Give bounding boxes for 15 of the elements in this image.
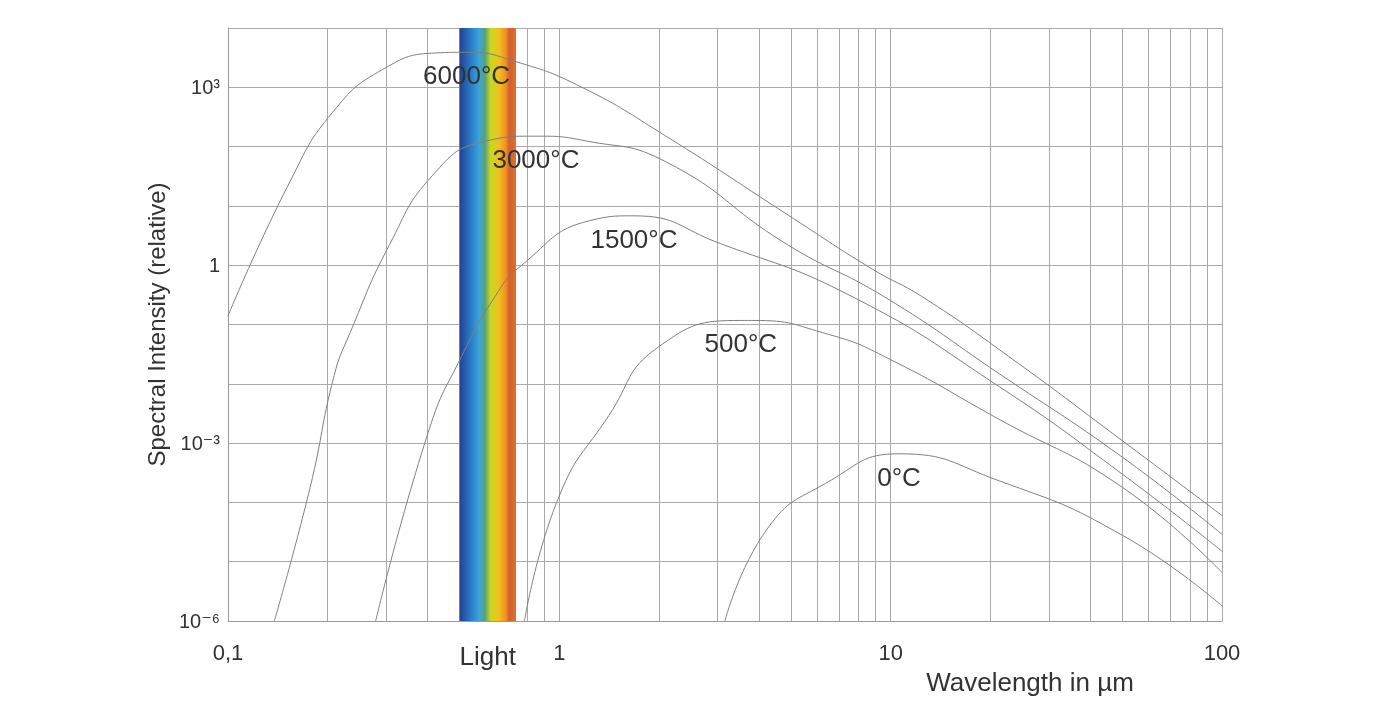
series-label: 6000°C: [423, 60, 511, 91]
y-tick-label: 10⁻³: [180, 432, 221, 455]
x-axis-title: Wavelength in µm: [926, 667, 1134, 697]
series-label: 1500°C: [590, 223, 678, 254]
x-tick-label: 10: [878, 639, 903, 665]
y-tick-label: 10³: [191, 76, 221, 99]
x-tick-label: 0,1: [212, 639, 244, 665]
series-label: 500°C: [704, 328, 778, 359]
x-tick-label: 100: [1203, 639, 1241, 665]
series-label: 0°C: [877, 461, 921, 492]
y-axis-title: Spectral Intensity (relative): [142, 182, 170, 467]
x-tick-label: 1: [553, 639, 566, 665]
y-tick-label: 10⁻⁶: [178, 610, 220, 632]
y-tick-label: 1: [208, 254, 220, 277]
band-label: Light: [459, 641, 517, 671]
